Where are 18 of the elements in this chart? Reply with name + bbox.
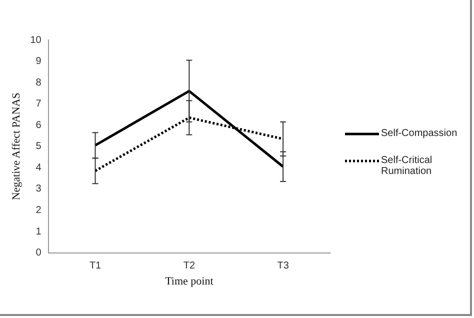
legend-label: Self-Compassion bbox=[381, 128, 458, 139]
x-tick-label: T2 bbox=[183, 260, 196, 272]
x-tick-label: T1 bbox=[89, 260, 102, 272]
y-tick-label: 4 bbox=[36, 162, 42, 174]
x-tick-label: T3 bbox=[277, 260, 290, 272]
y-tick-label: 7 bbox=[36, 98, 42, 110]
x-axis-title: Time point bbox=[165, 275, 214, 288]
y-tick-label: 0 bbox=[36, 248, 42, 259]
y-tick-label: 5 bbox=[36, 141, 42, 152]
y-axis-title: Negative Affect PANAS bbox=[10, 92, 22, 200]
y-tick-label: 10 bbox=[30, 34, 42, 46]
y-tick-label: 9 bbox=[36, 56, 42, 68]
y-tick-label: 3 bbox=[36, 184, 42, 195]
y-tick-label: 8 bbox=[36, 77, 42, 88]
legend-label: Self-Critical Rumination bbox=[381, 155, 434, 177]
y-tick-label: 2 bbox=[36, 204, 42, 216]
y-tick-label: 6 bbox=[36, 120, 42, 131]
y-tick-label: 1 bbox=[36, 226, 42, 238]
